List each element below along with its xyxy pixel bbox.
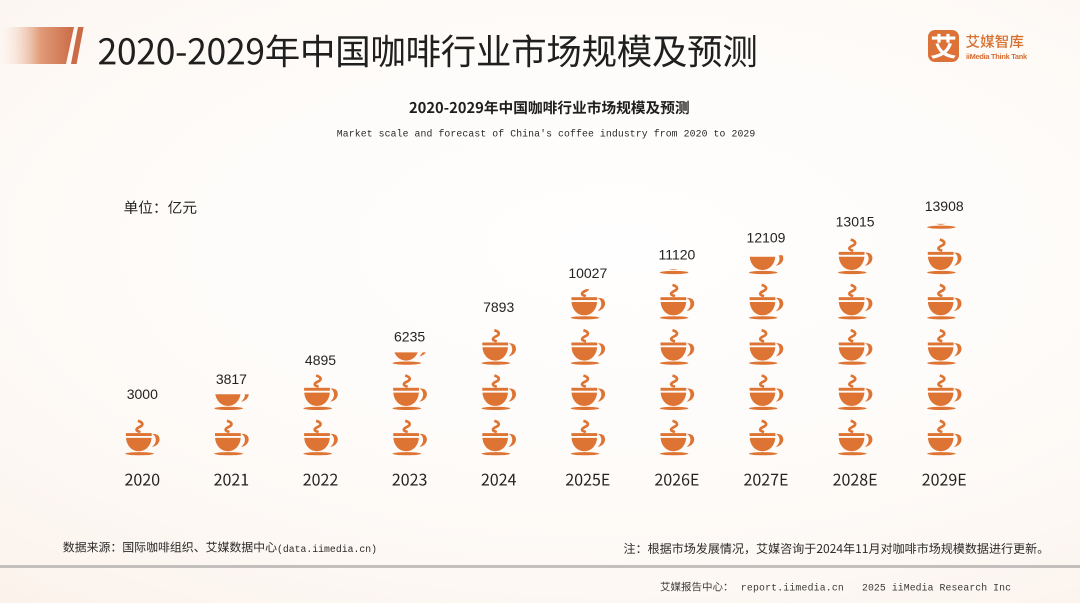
svg-text:(data.iimedia.cn): (data.iimedia.cn) <box>277 544 377 555</box>
svg-text:11120: 11120 <box>658 246 695 262</box>
svg-text:3817: 3817 <box>216 371 247 387</box>
svg-text:6235: 6235 <box>394 329 425 345</box>
svg-text:4895: 4895 <box>305 352 336 368</box>
svg-text:2025 iiMedia Research Inc: 2025 iiMedia Research Inc <box>862 583 1011 594</box>
svg-text:3000: 3000 <box>127 386 158 402</box>
svg-text:7893: 7893 <box>483 299 514 315</box>
svg-text:12109: 12109 <box>747 229 786 245</box>
svg-text:13908: 13908 <box>925 198 964 214</box>
svg-text:13015: 13015 <box>836 213 875 229</box>
svg-text:10027: 10027 <box>568 265 607 281</box>
svg-text:report.iimedia.cn: report.iimedia.cn <box>741 583 844 594</box>
svg-text:iiMedia Think Tank: iiMedia Think Tank <box>966 52 1028 61</box>
svg-text:Market scale and forecast of C: Market scale and forecast of China's cof… <box>337 128 756 139</box>
